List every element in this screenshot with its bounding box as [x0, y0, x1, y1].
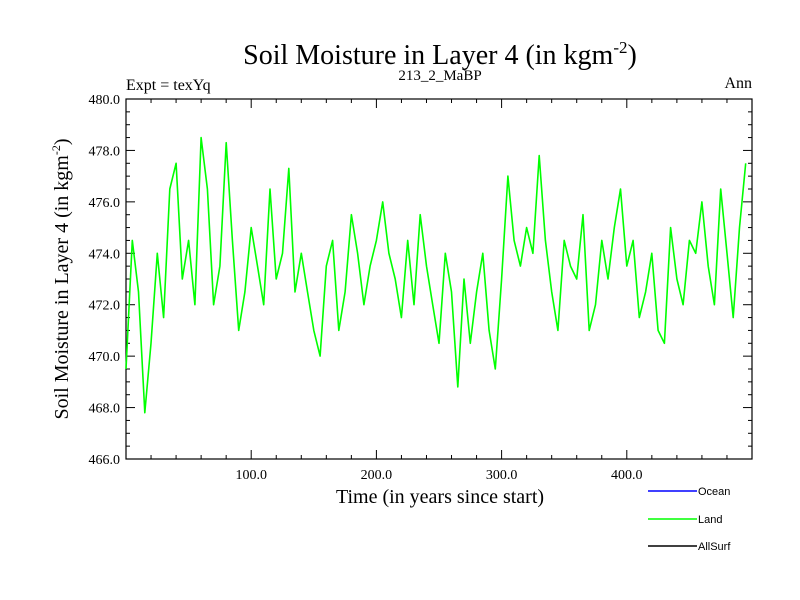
series-layer: [125, 136, 747, 414]
y-tick-label: 478.0: [89, 144, 121, 159]
y-tick-label: 472.0: [89, 299, 121, 314]
x-tick-label: 100.0: [235, 468, 267, 483]
x-tick-label: 300.0: [486, 468, 518, 483]
subtitle-season: Ann: [724, 75, 752, 92]
y-tick-label: 470.0: [89, 350, 121, 365]
legend: Ocean Land AllSurf: [648, 486, 731, 553]
subtitle-run: 213_2_MaBP: [398, 68, 481, 84]
chart-title: Soil Moisture in Layer 4 (in kgm-2): [243, 38, 637, 71]
x-tick-label: 200.0: [361, 468, 393, 483]
x-axis-label: Time (in years since start): [336, 486, 544, 508]
axis-ticks: 466.0 468.0 470.0 472.0 474.0 476.0 478.0 480.0…: [89, 93, 752, 483]
legend-label-land: Land: [698, 514, 722, 526]
y-tick-label: 474.0: [89, 247, 121, 262]
y-tick-label: 480.0: [89, 93, 121, 108]
y-axis-label: Soil Moisture in Layer 4 (in kgm-2): [49, 138, 73, 419]
subtitle-experiment: Expt = texYq: [126, 77, 211, 94]
series-line-land: [125, 136, 747, 414]
y-tick-label: 468.0: [89, 402, 121, 417]
x-tick-label: 400.0: [611, 468, 643, 483]
legend-label-ocean: Ocean: [698, 486, 730, 498]
y-tick-label: 476.0: [89, 196, 121, 211]
legend-label-allsurf: AllSurf: [698, 541, 731, 553]
plot-frame: [125, 98, 753, 460]
y-tick-label: 466.0: [89, 453, 121, 468]
